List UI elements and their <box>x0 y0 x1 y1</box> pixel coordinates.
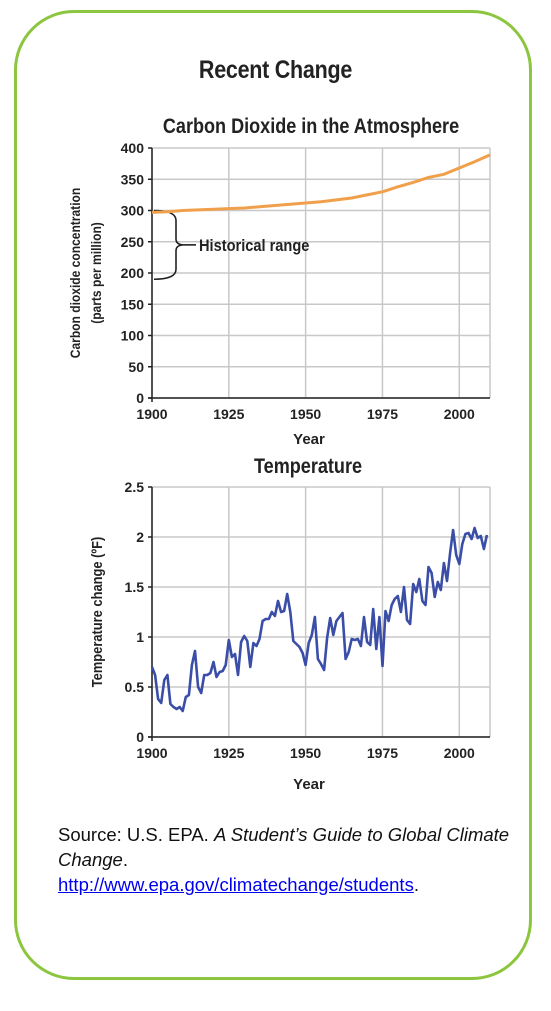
co2-y-axis-units: (parts per million) <box>88 222 104 324</box>
historical-range-bracket <box>153 209 196 281</box>
source-period: . <box>122 849 128 870</box>
bracket-path <box>153 209 185 281</box>
temperature-axes <box>148 486 490 741</box>
temperature-y-axis-label: Temperature change (ºF) <box>88 537 105 687</box>
y-tick-label: 2 <box>136 529 144 545</box>
y-tick-label: 50 <box>128 359 144 375</box>
y-tick-label: 0 <box>136 390 144 406</box>
y-tick-label: 100 <box>121 328 145 344</box>
y-tick-label: 350 <box>121 171 145 187</box>
temperature-chart-title: Temperature <box>254 455 362 479</box>
co2-series-line <box>151 153 491 214</box>
y-tick-label: 1.5 <box>125 579 145 595</box>
co2-y-axis-label: Carbon dioxide concentration <box>67 188 83 358</box>
temperature-series-line <box>150 526 489 713</box>
temperature-x-tick-labels: 1900 1925 1950 1975 2000 <box>136 745 475 761</box>
x-tick-label: 1925 <box>213 745 244 761</box>
y-tick-label: 200 <box>121 265 145 281</box>
source-link[interactable]: http://www.epa.gov/climatechange/student… <box>58 874 414 895</box>
x-tick-label: 1975 <box>367 406 398 422</box>
x-tick-label: 1925 <box>213 406 244 422</box>
co2-x-axis-label: Year <box>293 431 325 448</box>
temperature-gridlines <box>151 486 491 738</box>
temperature-chart: Temperature 0 0.5 1 1.5 2 2.5 1900 1925 1950 197… <box>88 455 491 793</box>
co2-gridlines <box>151 147 491 399</box>
x-tick-label: 1950 <box>290 745 321 761</box>
y-tick-label: 400 <box>121 140 145 156</box>
page-title: Recent Change <box>198 56 353 84</box>
temperature-x-axis-label: Year <box>293 776 325 793</box>
source-link-period: . <box>413 874 419 895</box>
x-tick-label: 1900 <box>136 745 167 761</box>
co2-axes <box>148 147 490 402</box>
co2-chart-title: Carbon Dioxide in the Atmosphere <box>163 115 459 139</box>
historical-range-label: Historical range <box>199 237 310 255</box>
temperature-y-tick-labels: 0 0.5 1 1.5 2 2.5 <box>125 479 145 745</box>
y-tick-label: 1 <box>136 629 144 645</box>
rounded-border-frame <box>14 10 532 980</box>
y-tick-label: 0.5 <box>125 679 145 695</box>
y-tick-label: 300 <box>121 203 145 219</box>
x-tick-label: 1975 <box>367 745 398 761</box>
source-citation: Source: U.S. EPA. A Student’s Guide to G… <box>58 822 528 897</box>
x-tick-label: 2000 <box>444 406 475 422</box>
source-prefix: Source: U.S. EPA. <box>58 824 214 845</box>
co2-chart: Carbon Dioxide in the Atmosphere 0 50 100 1… <box>67 115 491 448</box>
y-tick-label: 0 <box>136 729 144 745</box>
y-tick-label: 250 <box>121 234 145 250</box>
y-tick-label: 150 <box>121 296 145 312</box>
co2-y-tick-labels: 0 50 100 150 200 250 300 350 400 <box>121 140 145 406</box>
y-tick-label: 2.5 <box>125 479 145 495</box>
x-tick-label: 1950 <box>290 406 321 422</box>
x-tick-label: 2000 <box>444 745 475 761</box>
x-tick-label: 1900 <box>136 406 167 422</box>
co2-x-tick-labels: 1900 1925 1950 1975 2000 <box>136 406 475 422</box>
source-book-title: A Student’s Guide to Global Climate Chan… <box>58 824 510 870</box>
